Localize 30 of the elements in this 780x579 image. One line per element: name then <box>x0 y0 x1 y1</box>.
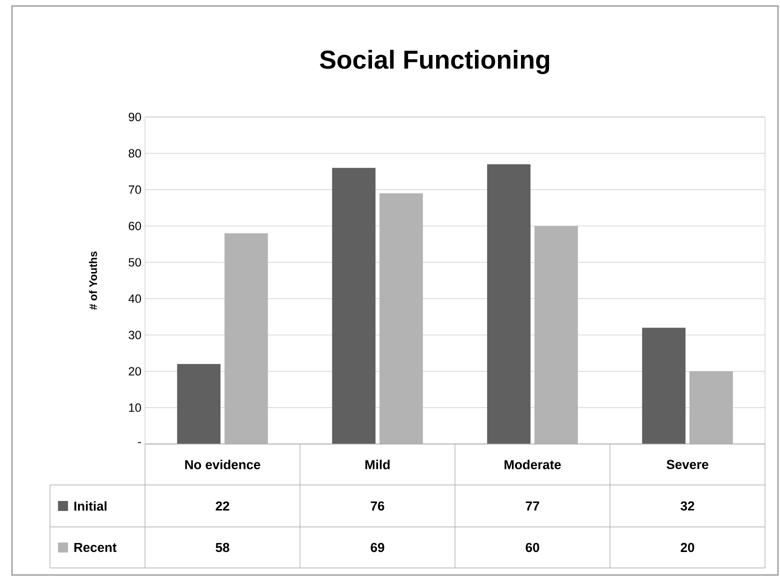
y-tick-label: 10 <box>129 403 142 412</box>
y-tick-label: 20 <box>128 367 142 376</box>
data-label: 22 <box>216 501 230 511</box>
data-label: 58 <box>216 542 230 552</box>
y-axis-title: # of Youths <box>88 252 98 310</box>
y-tick-label: 30 <box>128 330 142 340</box>
x-tick-label: Moderate <box>504 460 561 470</box>
data-label: 69 <box>370 542 384 552</box>
y-tick-label: - <box>138 442 141 444</box>
legend-label: Initial <box>74 501 106 511</box>
data-label: 77 <box>526 502 540 510</box>
bar <box>487 164 531 444</box>
x-tick-label: No evidence <box>185 460 260 470</box>
bar <box>332 168 376 444</box>
x-tick-label: Mild <box>365 460 390 470</box>
x-tick-label: Severe <box>666 460 708 470</box>
legend-label: Recent <box>74 542 117 552</box>
data-label: 20 <box>680 542 694 552</box>
data-label: 60 <box>526 542 540 552</box>
y-tick-label: 50 <box>128 258 142 267</box>
y-tick-label: 60 <box>128 222 142 230</box>
y-tick-label: 80 <box>128 149 142 158</box>
data-label: 76 <box>370 501 384 511</box>
bar <box>177 364 221 444</box>
y-tick-label: 70 <box>128 185 142 194</box>
chart-title: Social Functioning <box>320 50 550 74</box>
bar <box>642 328 686 444</box>
y-tick-label: 90 <box>128 112 142 122</box>
y-tick-label: 40 <box>128 294 142 303</box>
data-label: 32 <box>680 501 694 511</box>
